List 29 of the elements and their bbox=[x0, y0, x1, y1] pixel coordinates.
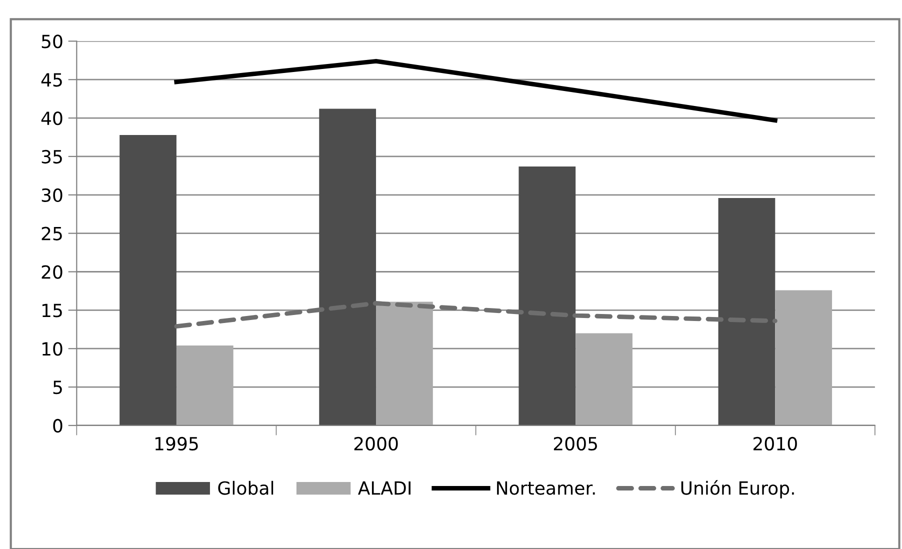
y-tick-label: 35 bbox=[42, 150, 62, 164]
bar bbox=[120, 134, 176, 426]
y-tick-label: 25 bbox=[42, 226, 62, 240]
y-tick-label: 10 bbox=[42, 342, 62, 356]
bar bbox=[518, 166, 576, 426]
bar bbox=[376, 302, 433, 426]
bar bbox=[176, 346, 234, 426]
bar bbox=[576, 333, 632, 426]
y-tick-label: 45 bbox=[41, 73, 62, 87]
bar bbox=[319, 108, 376, 426]
y-tick-label: 0 bbox=[53, 418, 62, 433]
y-tick-label: 30 bbox=[42, 188, 62, 202]
x-tick-label: 2010 bbox=[754, 436, 797, 451]
x-tick-label: 2000 bbox=[354, 436, 398, 451]
x-tick-label: 2005 bbox=[554, 436, 597, 451]
y-tick-label: 5 bbox=[53, 380, 62, 394]
legend-label: Norteamer. bbox=[497, 481, 595, 495]
legend-label: ALADI bbox=[358, 481, 410, 495]
line-series bbox=[174, 58, 778, 123]
y-tick-label: 15 bbox=[42, 304, 62, 318]
x-tick-label: 1995 bbox=[155, 436, 198, 451]
y-tick-label: 50 bbox=[42, 34, 62, 48]
legend-label: Unión Europ. bbox=[681, 480, 794, 498]
bar bbox=[775, 290, 832, 426]
bar bbox=[718, 198, 776, 426]
y-tick-label: 40 bbox=[41, 111, 62, 126]
y-tick-label: 20 bbox=[42, 265, 62, 279]
legend-label: Global bbox=[218, 480, 274, 495]
line-series bbox=[174, 301, 778, 329]
